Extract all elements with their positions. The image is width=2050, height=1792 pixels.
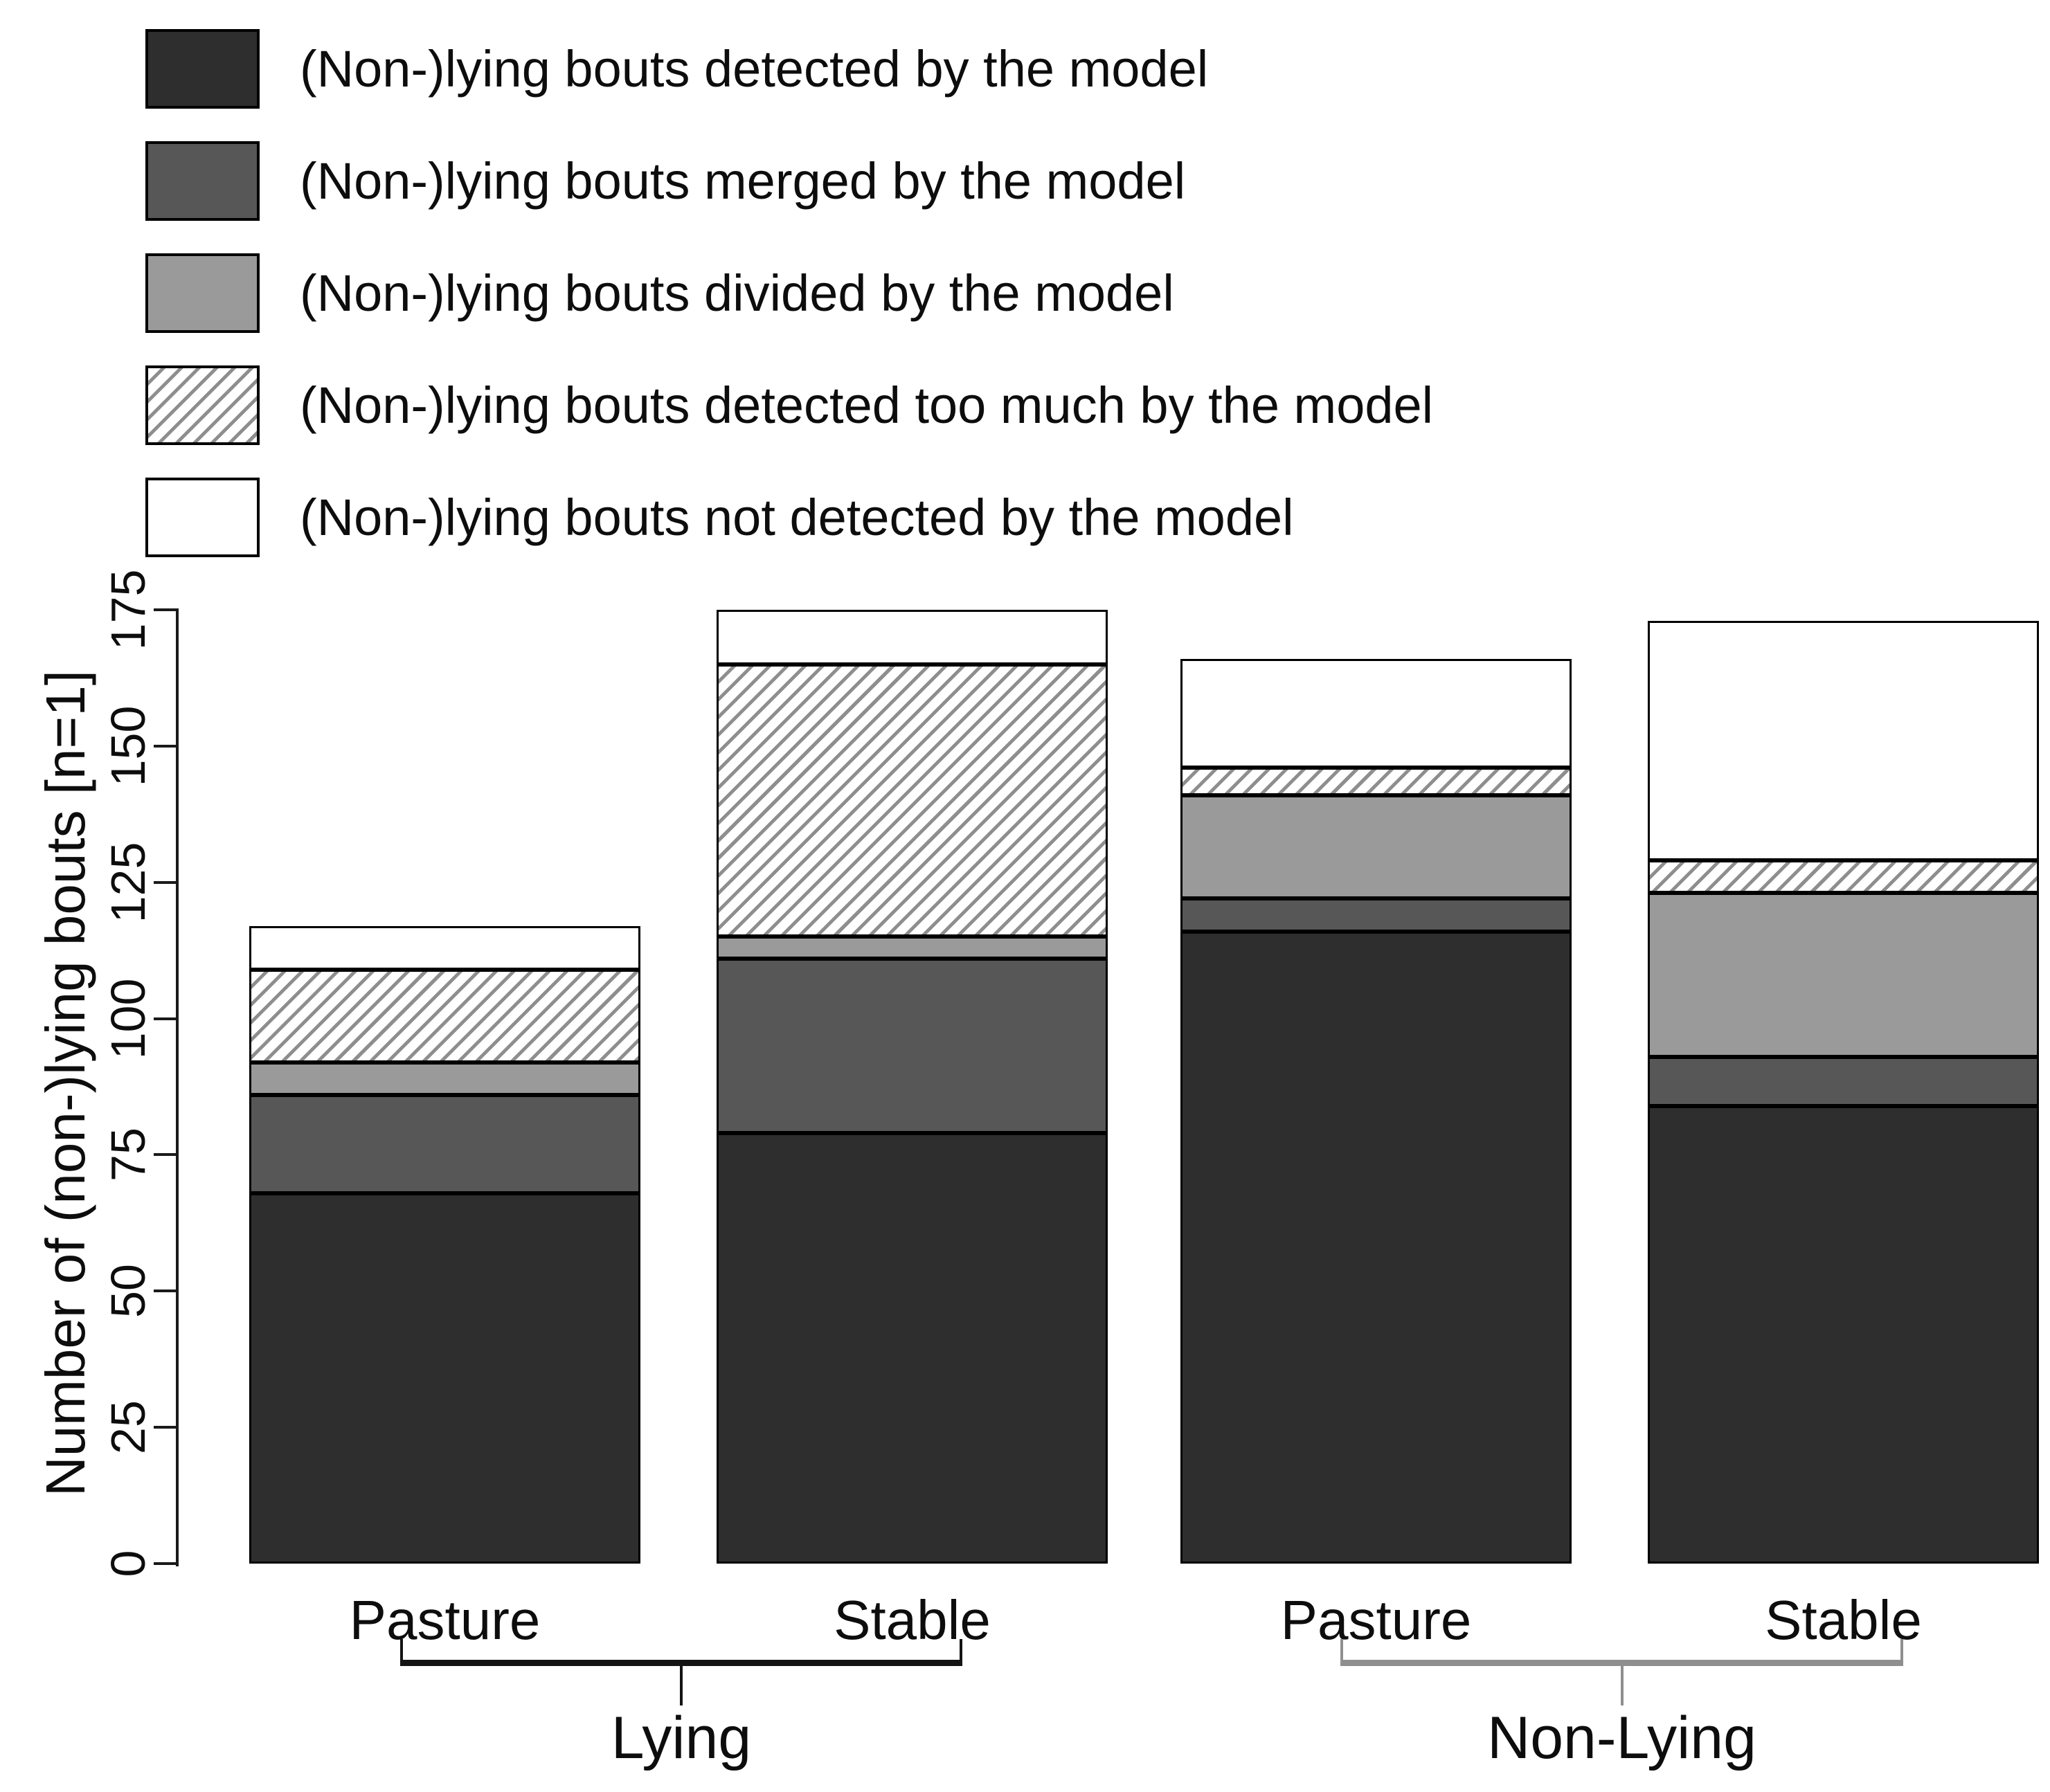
y-tick-175 <box>154 608 176 612</box>
segment-not_detected <box>1648 620 2039 861</box>
bracket-center-1 <box>1620 1665 1624 1705</box>
legend-swatch-too_much <box>145 365 260 445</box>
segment-not_detected <box>249 925 640 970</box>
y-tick-150 <box>154 744 176 748</box>
legend-item-detected: (Non-)lying bouts detected by the model <box>145 29 1208 109</box>
y-tick-label-125: 125 <box>101 842 155 923</box>
legend-item-too_much: (Non-)lying bouts detected too much by t… <box>145 365 1433 445</box>
legend-item-not_detected: (Non-)lying bouts not detected by the mo… <box>145 478 1294 557</box>
x-label-0-pasture: Pasture <box>349 1589 541 1651</box>
legend-swatch-not_detected <box>145 478 260 557</box>
y-tick-label-50: 50 <box>101 1264 155 1319</box>
legend-label-detected: (Non-)lying bouts detected by the model <box>300 40 1209 98</box>
segment-divided <box>249 1062 640 1095</box>
y-tick-label-25: 25 <box>101 1400 155 1455</box>
legend-label-divided: (Non-)lying bouts divided by the model <box>300 264 1174 322</box>
segment-too_much <box>1180 768 1572 795</box>
y-axis-line <box>176 608 179 1566</box>
segment-divided <box>1648 893 2039 1057</box>
bracket-end-0 <box>400 1639 403 1663</box>
segment-detected <box>717 1132 1108 1564</box>
legend-label-not_detected: (Non-)lying bouts not detected by the mo… <box>300 489 1294 546</box>
segment-merged <box>249 1094 640 1193</box>
segment-detected <box>1648 1105 2039 1564</box>
legend-swatch-merged <box>145 141 260 221</box>
segment-divided <box>1180 795 1572 899</box>
segment-not_detected <box>717 610 1108 664</box>
y-tick-label-150: 150 <box>101 705 155 787</box>
segment-too_much <box>1648 860 2039 894</box>
y-tick-label-0: 0 <box>101 1550 155 1577</box>
segment-not_detected <box>1180 658 1572 768</box>
x-label-2-pasture: Pasture <box>1280 1589 1472 1651</box>
legend-label-merged: (Non-)lying bouts merged by the model <box>300 152 1186 210</box>
bracket-bar-1 <box>1340 1660 1903 1666</box>
y-tick-125 <box>154 880 176 884</box>
bracket-end-1 <box>1900 1639 1903 1663</box>
bracket-end-0 <box>960 1639 962 1663</box>
x-label-1-stable: Stable <box>834 1589 991 1651</box>
segment-detected <box>249 1193 640 1564</box>
y-tick-50 <box>154 1289 176 1293</box>
y-tick-label-75: 75 <box>101 1128 155 1182</box>
y-tick-100 <box>154 1017 176 1020</box>
group-label-non-lying: Non-Lying <box>1487 1705 1756 1771</box>
legend-item-merged: (Non-)lying bouts merged by the model <box>145 141 1185 221</box>
segment-merged <box>717 958 1108 1133</box>
y-tick-0 <box>154 1562 176 1565</box>
legend-item-divided: (Non-)lying bouts divided by the model <box>145 253 1174 333</box>
segment-merged <box>1180 898 1572 932</box>
segment-too_much <box>249 969 640 1062</box>
y-tick-label-175: 175 <box>101 569 155 651</box>
legend-swatch-detected <box>145 29 260 109</box>
bracket-bar-0 <box>400 1660 962 1666</box>
bar-lying-stable <box>717 610 1108 1564</box>
legend-label-too_much: (Non-)lying bouts detected too much by t… <box>300 377 1434 434</box>
segment-too_much <box>717 664 1108 937</box>
y-tick-75 <box>154 1153 176 1157</box>
bracket-center-0 <box>680 1665 683 1705</box>
y-tick-label-100: 100 <box>101 978 155 1059</box>
x-label-3-stable: Stable <box>1765 1589 1922 1651</box>
segment-detected <box>1180 931 1572 1564</box>
bar-non-lying-stable <box>1648 620 2039 1564</box>
bar-non-lying-pasture <box>1180 658 1572 1564</box>
bar-lying-pasture <box>249 925 640 1564</box>
group-label-lying: Lying <box>611 1705 752 1771</box>
y-tick-25 <box>154 1426 176 1429</box>
segment-merged <box>1648 1056 2039 1106</box>
segment-divided <box>717 936 1108 959</box>
y-axis-title: Number of (non-)lying bouts [n=1] <box>35 670 96 1496</box>
legend-swatch-divided <box>145 253 260 333</box>
bracket-end-1 <box>1340 1639 1343 1663</box>
